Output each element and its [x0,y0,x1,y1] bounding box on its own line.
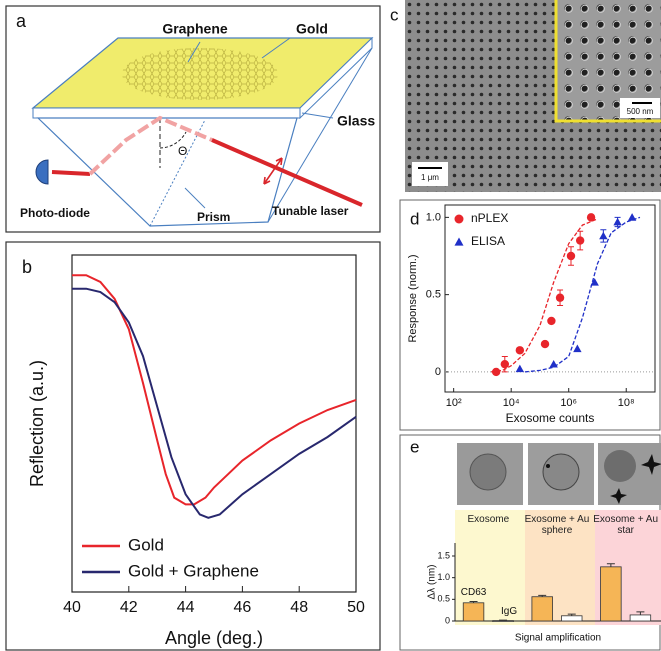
legend-label: Gold [128,535,164,554]
point [556,294,564,302]
point [587,213,595,221]
panel-label: b [22,257,32,277]
point [576,236,584,244]
figure: a Graphene Gold Glass Photo-diode Prism … [0,0,661,651]
graphene-lattice [122,48,278,100]
au-sphere [546,464,550,468]
plot-frame [72,255,356,592]
exosome [604,450,636,482]
bar [601,567,622,621]
legend-label: nPLEX [471,211,508,225]
bar [532,597,553,621]
scale-label: 500 nm [627,107,654,116]
label: Glass [337,113,375,129]
y-tick-label: 1.0 [437,572,450,582]
y-tick-label: 1.0 [426,211,441,223]
y-axis-label: Reflection (a.u.) [27,360,47,487]
y-tick-label: 0.5 [437,594,450,604]
x-tick-label: 46 [234,599,252,616]
beam [52,172,90,174]
label: Graphene [162,21,228,37]
y-tick-label: 0.5 [426,289,441,301]
x-axis-label: Angle (deg.) [165,628,263,648]
label: Prism [197,210,230,224]
y-tick-label: 0 [445,615,450,625]
scale-label: 1 μm [421,173,439,182]
panel-label: d [410,209,419,228]
x-tick-label: 50 [347,599,365,616]
glass-slab [33,108,300,118]
x-axis-label: Signal amplification [515,633,601,644]
figure-canvas: a Graphene Gold Glass Photo-diode Prism … [0,0,661,651]
point [590,278,598,286]
x-tick-label: 48 [290,599,308,616]
x-tick-label: 42 [120,599,138,616]
x-tick-label: 10² [446,397,462,409]
x-tick-label: 10⁴ [503,397,520,409]
line-series [72,275,356,504]
point [549,360,557,368]
bar [630,615,651,621]
plot-frame [445,205,655,392]
panel-e-images [400,435,661,650]
y-axis-label: Response (norm.) [407,254,419,342]
panel-label: a [16,11,27,31]
bar [561,616,582,621]
category-label: Exosome [455,514,522,525]
series-label: CD63 [461,587,487,598]
category-label: Exosome + Au sphere [524,514,591,536]
point [547,317,555,325]
panel-frame [6,242,380,650]
point [516,346,524,354]
bar [493,621,514,622]
panel-label: c [390,5,399,24]
x-tick-label: 40 [63,599,81,616]
label: Tunable laser [272,204,349,218]
label: Θ [178,144,187,158]
line-series [72,289,356,518]
label: Photo-diode [20,206,90,220]
series-label: IgG [501,606,517,617]
panel-label: e [410,437,419,456]
point [541,340,549,348]
point [492,368,500,376]
x-tick-label: 44 [177,599,195,616]
panel-a: a Graphene Gold Glass Photo-diode Prism … [6,6,380,232]
category-label: Exosome + Au star [592,514,659,536]
x-tick-label: 10⁶ [560,397,577,409]
bar [463,603,484,621]
panel-c: 500 nm 1 μm c [390,0,661,192]
exosome [543,454,579,490]
x-tick-label: 10⁸ [618,397,635,409]
legend-label: ELISA [471,234,505,248]
point [599,232,607,240]
panel-frame [400,200,660,430]
y-tick-label: 1.5 [437,550,450,560]
point [455,215,464,224]
legend-label: Gold + Graphene [128,561,259,580]
point [455,238,464,246]
point [613,218,621,226]
y-tick-label: 0 [435,366,441,378]
point [628,213,636,221]
point [516,365,524,373]
y-axis-label: Δλ (nm) [427,564,438,599]
label: Gold [296,21,328,37]
point [567,252,575,260]
exosome [470,454,506,490]
point [501,360,509,368]
x-axis-label: Exosome counts [506,411,595,425]
point [573,345,581,353]
